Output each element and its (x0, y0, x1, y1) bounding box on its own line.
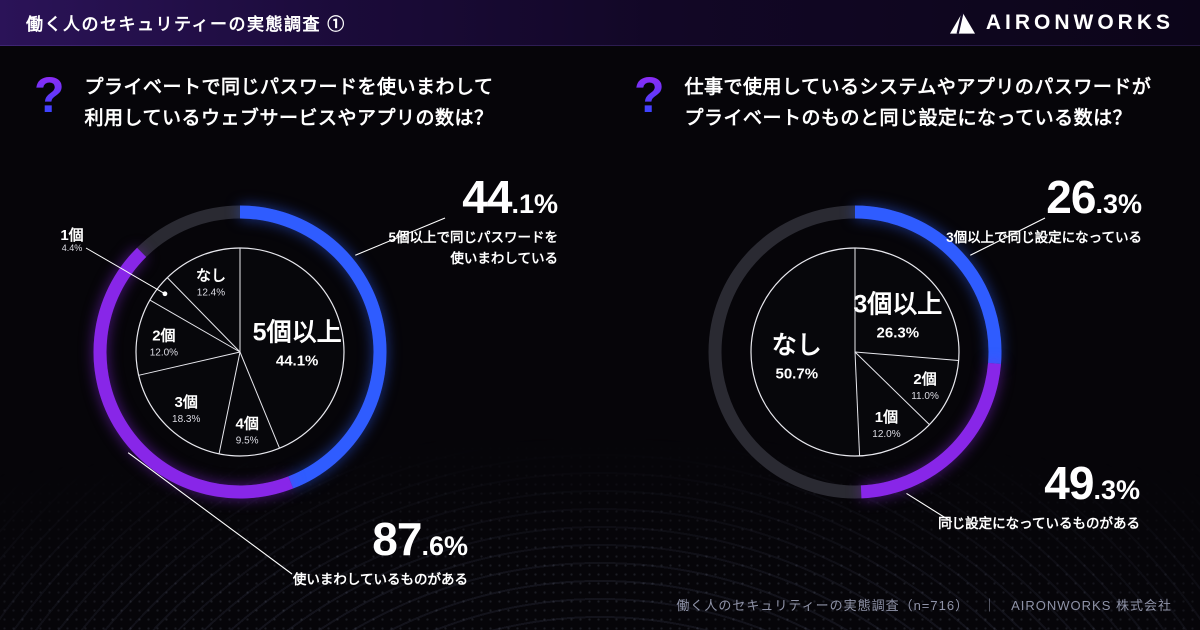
callout-description: 使いまわしているものがある (292, 572, 468, 587)
pie-label: なし (772, 331, 822, 359)
pie-label: 12.0% (872, 429, 900, 440)
pie-label: 3個以上 (853, 291, 942, 319)
ring-arc-purple (860, 362, 1002, 499)
pie-slice-boundary (854, 351, 959, 361)
pie-label: 26.3% (877, 325, 920, 342)
pie-label: 2個 (913, 370, 936, 388)
outside-label-dot (162, 291, 168, 297)
pie-slice-boundary (854, 351, 930, 425)
callout-bottom-left-chart: 87.6% 使いまわしているものがある (293, 516, 468, 591)
pie-label: 12.0% (150, 348, 178, 359)
ring-arc-purple (93, 247, 294, 499)
pie-slice-boundary (218, 351, 241, 454)
pie-slice-boundary (239, 351, 280, 449)
question-text-right: 仕事で使用しているシステムやアプリのパスワードが プライベートのものと同じ設定に… (685, 70, 1152, 135)
pie-label: 18.3% (172, 414, 200, 425)
callout-top-left-chart: 44.1% 5個以上で同じパスワードを 使いまわしている (388, 174, 558, 270)
aironworks-logo-icon (949, 11, 975, 34)
callout-value: 44.1% (462, 171, 558, 223)
ring-arc-blue (854, 205, 1002, 364)
question-line: 利用しているウェブサービスやアプリの数は？ (84, 108, 494, 130)
pie-slice-boundary (149, 299, 241, 353)
pie-slice-boundary (854, 351, 861, 456)
callout-description: 5個以上で同じパスワードを 使いまわしている (388, 230, 558, 266)
outside-label-line (85, 247, 166, 295)
pie-slice-boundary (166, 277, 241, 353)
callout-leader-line (970, 217, 1046, 256)
callout-leader-line (127, 452, 293, 575)
callout-description: 3個以上で同じ設定になっている (946, 230, 1142, 245)
question-right: ? 仕事で使用しているシステムやアプリのパスワードが プライベートのものと同じ設… (600, 46, 1200, 160)
pie-label: 4個 (236, 415, 259, 433)
pie-label: 9.5% (236, 436, 259, 447)
question-mark-icon: ? (634, 67, 665, 123)
callout-leader-line (355, 217, 446, 256)
question-left: ? プライベートで同じパスワードを使いまわして 利用しているウェブサービスやアプ… (0, 46, 600, 160)
brand-logo: AIRONWORKS (949, 11, 1174, 35)
pie-slice-boundary (138, 351, 241, 376)
question-line: 仕事で使用しているシステムやアプリのパスワードが (684, 77, 1152, 98)
pie-label: 2個 (152, 327, 175, 345)
pie-chart-private-password-reuse: 5個以上 44.1% 4個 9.5% 3個 18.3% 2個 12.0% 1個 4.4% なし 12.… (0, 160, 600, 630)
pie-label: 5個以上 (253, 319, 342, 347)
header-bar: 働く人のセキュリティーの実態調査 ① AIRONWORKS (0, 0, 1200, 46)
callout-value: 87.6% (372, 513, 468, 565)
pie-label: 3個 (175, 393, 198, 411)
brand-name: AIRONWORKS (985, 10, 1174, 34)
callout-description: 同じ設定になっているものがある (938, 516, 1140, 531)
pie-ring-chart-svg: 3個以上 26.3% 2個 11.0% 1個 12.0% なし 50.7% (708, 205, 1046, 523)
pie-label: 11.0% (911, 391, 939, 402)
footer-source: 働く人のセキュリティーの実態調査（n=716） (676, 598, 970, 613)
page-title: 働く人のセキュリティーの実態調査 ① (26, 15, 346, 34)
question-line: プライベートで同じパスワードを使いまわして (84, 77, 494, 98)
callout-top-right-chart: 26.3% 3個以上で同じ設定になっている (946, 174, 1142, 249)
pie-label: 12.4% (197, 288, 225, 299)
callout-bottom-right-chart: 49.3% 同じ設定になっているものがある (938, 460, 1140, 535)
footer-company: AIRONWORKS 株式会社 (1011, 598, 1172, 613)
question-text-left: プライベートで同じパスワードを使いまわして 利用しているウェブサービスやアプリの… (85, 70, 494, 135)
chart-column-left: ? プライベートで同じパスワードを使いまわして 利用しているウェブサービスやアプ… (0, 46, 600, 630)
pie-ring-chart-svg: 5個以上 44.1% 4個 9.5% 3個 18.3% 2個 12.0% 1個4.4% なし 12.… (60, 205, 446, 575)
question-mark-icon: ? (34, 67, 65, 123)
footer: 働く人のセキュリティーの実態調査（n=716） ｜ AIRONWORKS 株式会… (676, 595, 1172, 614)
pie-label: 1個 (875, 408, 898, 426)
callout-value: 26.3% (1046, 171, 1142, 223)
pie-label: なし (196, 268, 226, 285)
pie-label: 4.4% (62, 243, 83, 253)
question-line: プライベートのものと同じ設定になっている数は？ (684, 108, 1133, 130)
pie-label: 1個 (60, 226, 83, 244)
callout-value: 49.3% (1044, 457, 1140, 509)
chart-column-right: ? 仕事で使用しているシステムやアプリのパスワードが プライベートのものと同じ設… (600, 46, 1200, 630)
pie-chart-work-password-same: 3個以上 26.3% 2個 11.0% 1個 12.0% なし 50.7% 26.3% 3個以… (600, 160, 1200, 630)
pie-label: 50.7% (776, 365, 819, 382)
callout-leader-line (906, 492, 953, 523)
ring-arc-blue (239, 205, 387, 489)
charts-row: ? プライベートで同じパスワードを使いまわして 利用しているウェブサービスやアプ… (0, 46, 1200, 630)
pie-label: 44.1% (276, 353, 319, 370)
footer-divider: ｜ (983, 598, 998, 613)
